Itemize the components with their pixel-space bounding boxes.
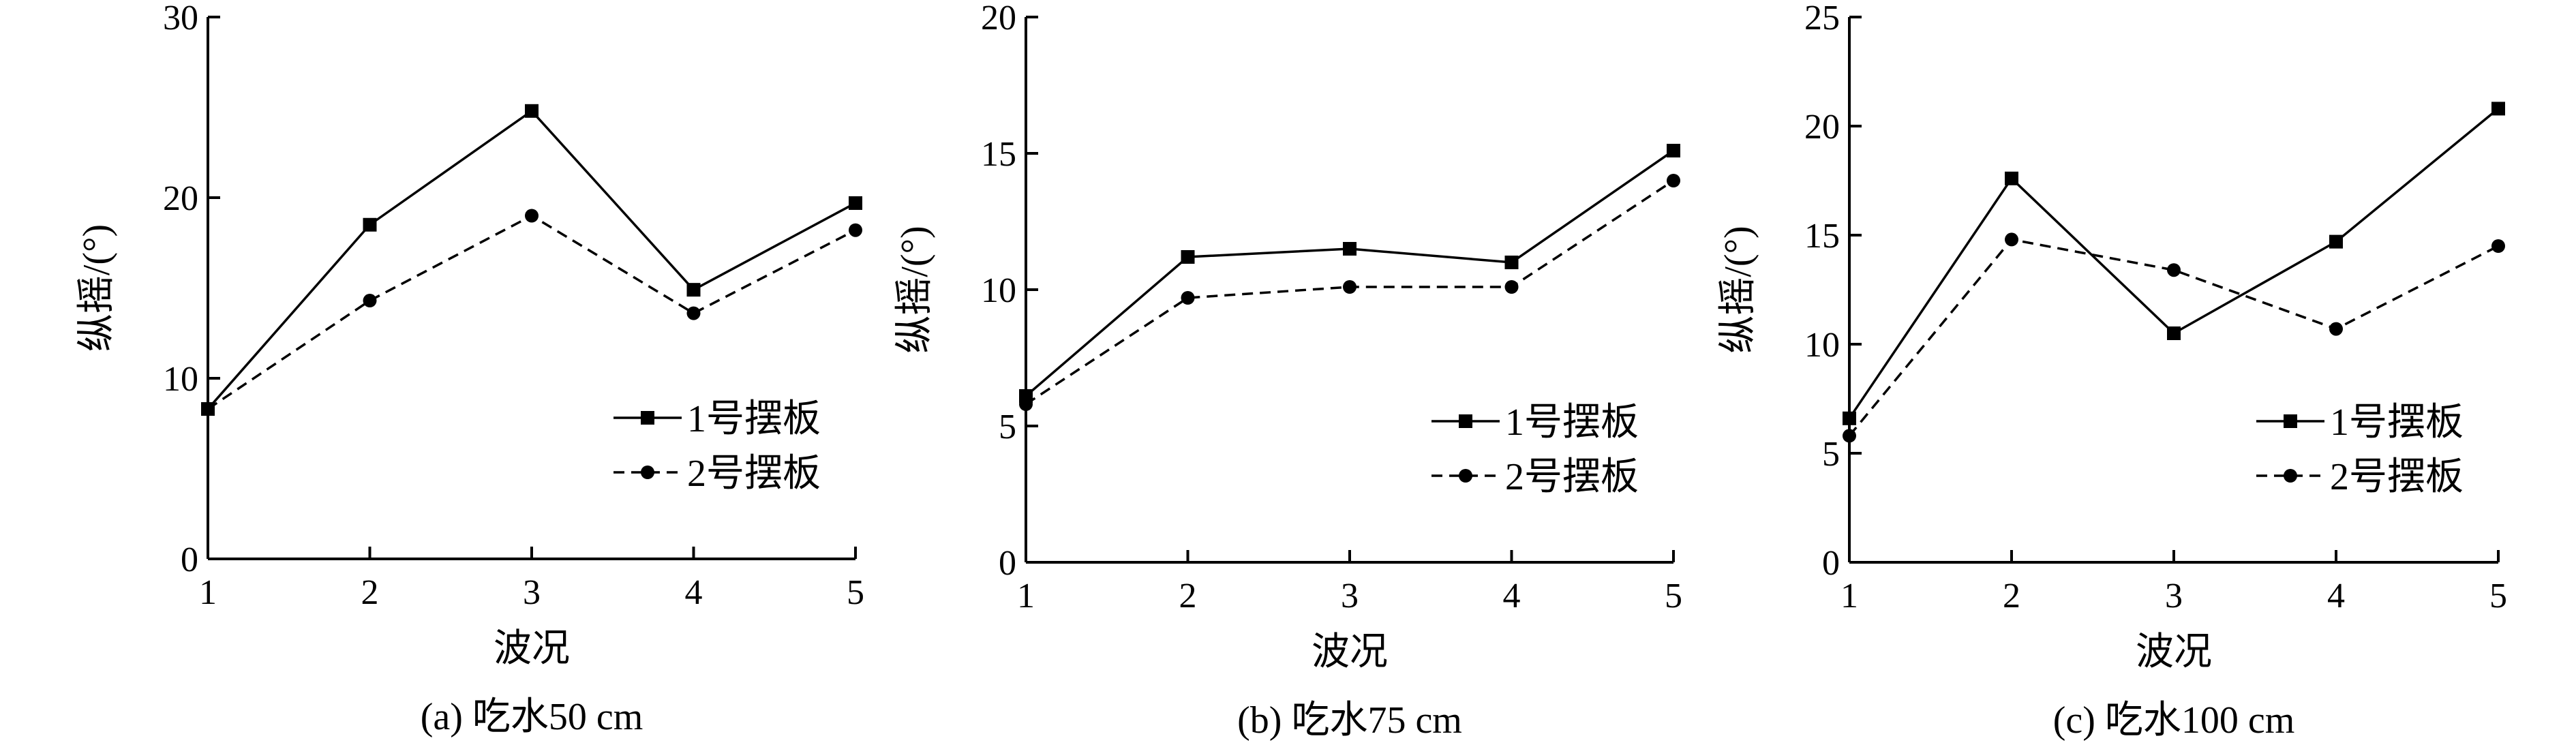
- y-axis-title: 纵摇/(°): [76, 224, 118, 352]
- y-tick-label: 25: [1804, 0, 1840, 37]
- legend-marker-circle: [2284, 469, 2297, 483]
- data-point-square: [1181, 250, 1195, 264]
- x-tick-label: 4: [2327, 577, 2345, 615]
- data-point-circle: [201, 402, 215, 416]
- x-tick-label: 3: [523, 573, 541, 612]
- x-tick-label: 1: [199, 573, 217, 612]
- data-point-square: [2491, 102, 2505, 116]
- chart-caption: (a) 吃水50 cm: [421, 696, 643, 738]
- legend-label-1: 1号摆板: [2330, 401, 2464, 444]
- y-tick-label: 15: [1804, 217, 1840, 256]
- y-tick-label: 20: [1804, 108, 1840, 147]
- legend: 1号摆板 2号摆板: [1431, 401, 1639, 498]
- data-point-square: [2329, 234, 2343, 249]
- x-tick-label: 1: [1840, 577, 1858, 615]
- data-point-square: [2167, 326, 2181, 340]
- y-tick-label: 0: [1822, 544, 1840, 583]
- data-point-circle: [849, 223, 862, 237]
- legend-marker-circle: [1459, 469, 1472, 483]
- y-axis-title: 纵摇/(°): [894, 226, 936, 353]
- chart-panel-1: 0 10 20 30 1 2 3 4 5 纵摇/(°) 波况 (a) 吃水50 cm 1号摆板 2号摆板: [76, 0, 864, 738]
- x-tick-label: 3: [1341, 577, 1359, 615]
- data-point-circle: [2005, 232, 2018, 247]
- y-tick-label: 10: [981, 271, 1016, 310]
- y-tick-label: 5: [999, 408, 1016, 446]
- data-point-circle: [1667, 174, 1680, 187]
- data-point-square: [1504, 256, 1519, 269]
- data-point-circle: [1843, 429, 1856, 443]
- x-tick-label: 2: [2003, 577, 2020, 615]
- y-tick-label: 0: [999, 544, 1016, 583]
- legend-label-2: 2号摆板: [2330, 456, 2464, 498]
- y-tick-label: 30: [163, 0, 198, 37]
- data-point-circle: [1181, 291, 1195, 305]
- data-point-circle: [363, 294, 377, 308]
- legend-marker-square: [2284, 414, 2297, 428]
- series-line-2: [207, 214, 856, 410]
- legend-label-1: 1号摆板: [687, 398, 821, 440]
- chart-caption: (b) 吃水75 cm: [1237, 699, 1462, 742]
- legend: 1号摆板 2号摆板: [2256, 401, 2464, 498]
- data-point-circle: [2491, 239, 2505, 253]
- x-tick-label: 5: [847, 573, 864, 612]
- chart-panel-3: 0 5 10 15 20 25 1 2 3 4 5 纵摇/(°) 波况 (c) 吃水100 cm 1号摆板 2…: [1717, 0, 2507, 742]
- x-axis-title: 波况: [1312, 631, 1388, 673]
- legend-label-2: 2号摆板: [1505, 456, 1639, 498]
- legend-marker-square: [1459, 414, 1472, 428]
- data-point-square: [2005, 171, 2018, 185]
- x-tick-label: 5: [1665, 577, 1682, 615]
- y-axis-title: 纵摇/(°): [1717, 226, 1759, 353]
- chart-panel-2: 0 5 10 15 20 1 2 3 4 5 纵摇/(°) 波况 (b) 吃水75 cm 1号摆板 2号摆板: [894, 0, 1682, 742]
- series-line-1: [1025, 149, 1674, 397]
- y-tick-label: 15: [981, 135, 1016, 174]
- data-point-circle: [2329, 322, 2343, 336]
- chart-caption: (c) 吃水100 cm: [2053, 699, 2295, 742]
- data-point-square: [686, 283, 701, 297]
- legend-label-1: 1号摆板: [1505, 401, 1639, 444]
- legend-marker-square: [641, 411, 654, 425]
- x-axis-title: 波况: [494, 628, 570, 670]
- x-tick-label: 3: [2165, 577, 2183, 615]
- y-tick-label: 20: [163, 179, 198, 218]
- data-point-circle: [1504, 280, 1519, 294]
- x-tick-label: 2: [1179, 577, 1197, 615]
- data-point-circle: [1343, 280, 1357, 294]
- data-point-square: [1843, 411, 1856, 425]
- legend: 1号摆板 2号摆板: [613, 398, 821, 495]
- y-tick-label: 20: [981, 0, 1016, 37]
- x-tick-label: 4: [1503, 577, 1521, 615]
- x-tick-label: 2: [361, 573, 379, 612]
- data-point-circle: [525, 209, 539, 223]
- y-tick-label: 10: [1804, 326, 1840, 365]
- x-axis-title: 波况: [2136, 631, 2212, 673]
- series-line-2: [1848, 238, 2499, 437]
- x-tick-label: 5: [2489, 577, 2507, 615]
- y-tick-label: 5: [1822, 435, 1840, 474]
- data-point-circle: [686, 306, 701, 320]
- data-point-square: [1667, 144, 1680, 157]
- data-point-circle: [1019, 397, 1033, 411]
- data-point-square: [525, 104, 539, 118]
- data-point-square: [849, 196, 862, 210]
- y-tick-label: 10: [163, 360, 198, 399]
- data-point-square: [1343, 242, 1357, 256]
- legend-marker-circle: [641, 466, 654, 479]
- x-tick-label: 4: [685, 573, 703, 612]
- legend-label-2: 2号摆板: [687, 453, 821, 495]
- data-point-square: [363, 217, 377, 232]
- y-tick-label: 0: [181, 540, 198, 579]
- x-tick-label: 1: [1017, 577, 1035, 615]
- data-point-circle: [2167, 263, 2181, 277]
- series-line-1: [207, 109, 856, 410]
